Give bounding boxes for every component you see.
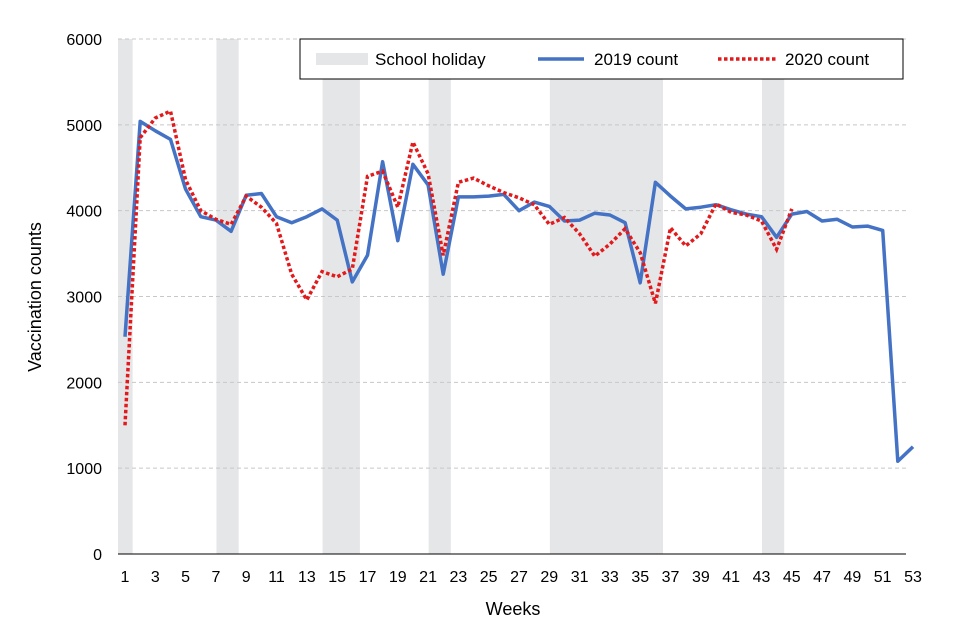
x-tick-label-3: 3 bbox=[151, 569, 160, 586]
x-tick-label-51: 51 bbox=[874, 569, 892, 586]
series-lines bbox=[123, 108, 915, 464]
x-tick-label-37: 37 bbox=[662, 569, 680, 586]
y-tick-label-0: 0 bbox=[93, 547, 102, 564]
holiday-band-4 bbox=[428, 39, 451, 554]
legend-2020-label: 2020 count bbox=[785, 50, 869, 69]
x-tick-label-7: 7 bbox=[211, 569, 220, 586]
series-line-2020-count bbox=[123, 108, 794, 426]
x-tick-label-45: 45 bbox=[783, 569, 801, 586]
x-tick-label-9: 9 bbox=[242, 569, 251, 586]
x-tick-label-47: 47 bbox=[813, 569, 831, 586]
x-tick-label-29: 29 bbox=[540, 569, 558, 586]
y-tick-label-5000: 5000 bbox=[66, 118, 102, 135]
x-tick-label-27: 27 bbox=[510, 569, 528, 586]
x-tick-label-5: 5 bbox=[181, 569, 190, 586]
holiday-band-6 bbox=[762, 39, 785, 554]
x-tick-label-21: 21 bbox=[419, 569, 437, 586]
x-tick-label-43: 43 bbox=[753, 569, 771, 586]
legend: School holiday 2019 count 2020 count bbox=[299, 38, 904, 80]
y-axis-title: Vaccination counts bbox=[25, 222, 45, 372]
series-line-2019-count bbox=[123, 119, 915, 464]
x-tick-label-1: 1 bbox=[121, 569, 130, 586]
x-tick-label-15: 15 bbox=[328, 569, 346, 586]
y-tick-label-6000: 6000 bbox=[66, 32, 102, 49]
x-tick-label-25: 25 bbox=[480, 569, 498, 586]
x-tick-label-19: 19 bbox=[389, 569, 407, 586]
x-tick-label-17: 17 bbox=[359, 569, 377, 586]
x-tick-label-41: 41 bbox=[722, 569, 740, 586]
holiday-band-2 bbox=[216, 39, 239, 554]
legend-box bbox=[299, 38, 904, 80]
legend-holiday-label: School holiday bbox=[375, 50, 486, 69]
x-axis-title: Weeks bbox=[486, 599, 541, 619]
x-tick-label-39: 39 bbox=[692, 569, 710, 586]
y-tick-label-3000: 3000 bbox=[66, 290, 102, 307]
legend-holiday-swatch bbox=[316, 53, 368, 65]
y-tick-label-2000: 2000 bbox=[66, 375, 102, 392]
x-tick-label-49: 49 bbox=[843, 569, 861, 586]
x-tick-label-35: 35 bbox=[631, 569, 649, 586]
x-tick-label-11: 11 bbox=[268, 569, 285, 586]
x-tick-label-23: 23 bbox=[449, 569, 467, 586]
legend-2019-label: 2019 count bbox=[594, 50, 678, 69]
x-tick-label-31: 31 bbox=[571, 569, 589, 586]
x-tick-label-53: 53 bbox=[904, 569, 922, 586]
y-tick-label-4000: 4000 bbox=[66, 204, 102, 221]
x-tick-label-13: 13 bbox=[298, 569, 316, 586]
x-tick-label-33: 33 bbox=[601, 569, 619, 586]
y-tick-label-1000: 1000 bbox=[66, 461, 102, 478]
